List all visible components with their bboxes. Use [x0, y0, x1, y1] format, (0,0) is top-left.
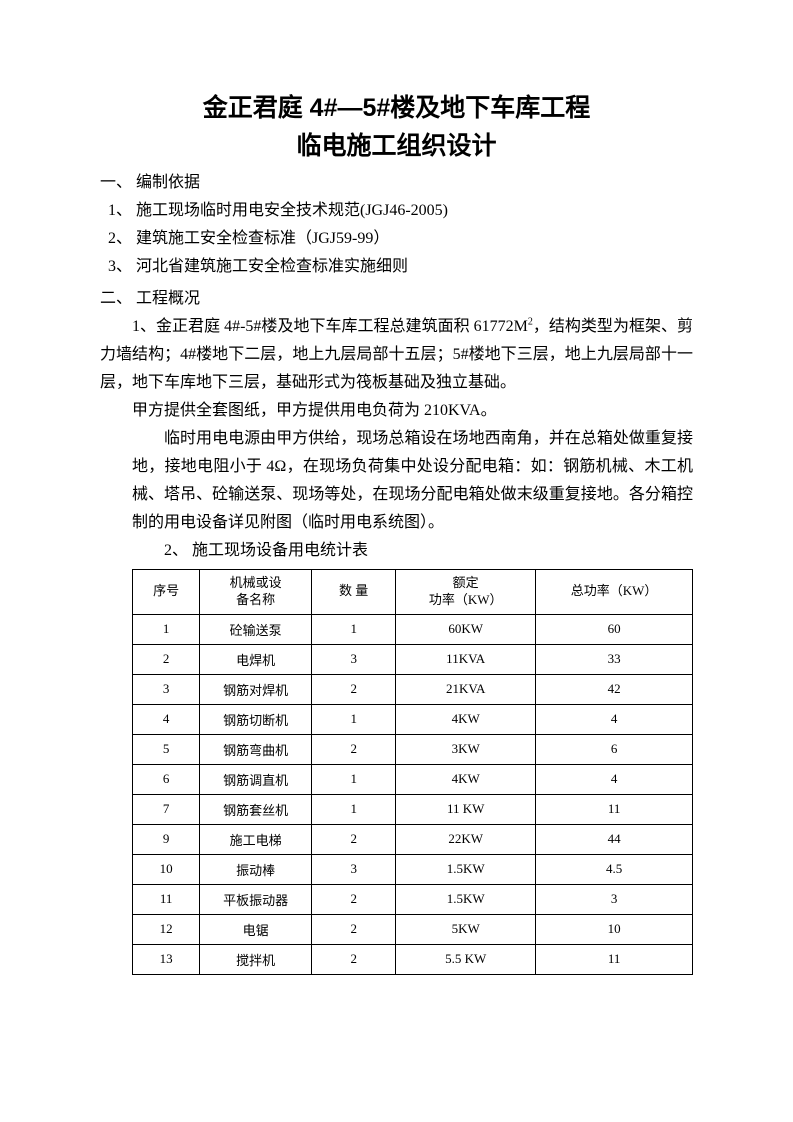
table-cell: 60 — [536, 614, 693, 644]
table-cell: 4KW — [396, 764, 536, 794]
table-cell: 平板振动器 — [200, 884, 312, 914]
th-5: 总功率（KW） — [536, 570, 693, 615]
table-cell: 1 — [312, 794, 396, 824]
section-1-header: 一、 编制依据 — [100, 169, 693, 197]
table-cell: 4KW — [396, 704, 536, 734]
table-row: 12电锯25KW10 — [133, 914, 693, 944]
table-row: 1砼输送泵160KW60 — [133, 614, 693, 644]
table-cell: 60KW — [396, 614, 536, 644]
table-cell: 钢筋切断机 — [200, 704, 312, 734]
section-1-item-2: 2、 建筑施工安全检查标准（JGJ59-99） — [100, 225, 693, 253]
section-1-item-1: 1、 施工现场临时用电安全技术规范(JGJ46-2005) — [100, 197, 693, 225]
table-cell: 1.5KW — [396, 884, 536, 914]
para-2: 甲方提供全套图纸，甲方提供用电负荷为 210KVA。 — [100, 397, 693, 425]
table-body: 1砼输送泵160KW602电焊机311KVA333钢筋对焊机221KVA424钢… — [133, 614, 693, 974]
table-cell: 2 — [312, 884, 396, 914]
table-cell: 10 — [536, 914, 693, 944]
table-cell: 1 — [312, 764, 396, 794]
table-heading: 2、 施工现场设备用电统计表 — [132, 537, 693, 565]
table-cell: 钢筋套丝机 — [200, 794, 312, 824]
table-cell: 5KW — [396, 914, 536, 944]
table-cell: 11 — [536, 794, 693, 824]
table-row: 13搅拌机25.5 KW11 — [133, 944, 693, 974]
table-row: 5钢筋弯曲机23KW6 — [133, 734, 693, 764]
table-cell: 6 — [133, 764, 200, 794]
table-cell: 1 — [312, 704, 396, 734]
th-1: 序号 — [133, 570, 200, 615]
table-cell: 电焊机 — [200, 644, 312, 674]
table-cell: 1 — [312, 614, 396, 644]
table-cell: 22KW — [396, 824, 536, 854]
table-cell: 钢筋调直机 — [200, 764, 312, 794]
table-cell: 4.5 — [536, 854, 693, 884]
table-cell: 33 — [536, 644, 693, 674]
table-cell: 3 — [312, 854, 396, 884]
table-cell: 2 — [312, 944, 396, 974]
table-cell: 12 — [133, 914, 200, 944]
table-cell: 42 — [536, 674, 693, 704]
table-cell: 10 — [133, 854, 200, 884]
table-cell: 振动棒 — [200, 854, 312, 884]
table-row: 6钢筋调直机14KW4 — [133, 764, 693, 794]
table-cell: 2 — [312, 734, 396, 764]
table-row: 11平板振动器21.5KW3 — [133, 884, 693, 914]
table-cell: 5 — [133, 734, 200, 764]
table-cell: 21KVA — [396, 674, 536, 704]
title-line-1: 金正君庭 4#—5#楼及地下车库工程 — [100, 90, 693, 128]
table-cell: 11 — [133, 884, 200, 914]
table-cell: 13 — [133, 944, 200, 974]
table-cell: 3 — [536, 884, 693, 914]
table-cell: 4 — [133, 704, 200, 734]
table-row: 4钢筋切断机14KW4 — [133, 704, 693, 734]
table-cell: 6 — [536, 734, 693, 764]
table-cell: 1 — [133, 614, 200, 644]
para-3: 临时用电电源由甲方供给，现场总箱设在场地西南角，并在总箱处做重复接地，接地电阻小… — [132, 425, 693, 537]
table-cell: 2 — [312, 674, 396, 704]
para-1: 1、金正君庭 4#-5#楼及地下车库工程总建筑面积 61772M2，结构类型为框… — [100, 313, 693, 397]
table-cell: 44 — [536, 824, 693, 854]
table-cell: 1.5KW — [396, 854, 536, 884]
th-4: 额定功率（KW） — [396, 570, 536, 615]
table-cell: 4 — [536, 704, 693, 734]
table-cell: 2 — [133, 644, 200, 674]
th-3: 数 量 — [312, 570, 396, 615]
table-cell: 2 — [312, 914, 396, 944]
table-cell: 3 — [133, 674, 200, 704]
section-2-header: 二、 工程概况 — [100, 285, 693, 313]
para-1-prefix: 1、金正君庭 4#-5#楼及地下车库工程总建筑面积 61772M — [132, 318, 528, 335]
table-row: 7钢筋套丝机111 KW11 — [133, 794, 693, 824]
table-cell: 11 KW — [396, 794, 536, 824]
table-cell: 2 — [312, 824, 396, 854]
table-cell: 11 — [536, 944, 693, 974]
table-cell: 搅拌机 — [200, 944, 312, 974]
table-cell: 砼输送泵 — [200, 614, 312, 644]
equipment-table: 序号 机械或设备名称 数 量 额定功率（KW） 总功率（KW） 1砼输送泵160… — [132, 569, 693, 975]
table-cell: 钢筋弯曲机 — [200, 734, 312, 764]
title-line-2: 临电施工组织设计 — [100, 128, 693, 166]
table-cell: 5.5 KW — [396, 944, 536, 974]
table-cell: 钢筋对焊机 — [200, 674, 312, 704]
table-row: 3钢筋对焊机221KVA42 — [133, 674, 693, 704]
table-cell: 3KW — [396, 734, 536, 764]
indent-block: 临时用电电源由甲方供给，现场总箱设在场地西南角，并在总箱处做重复接地，接地电阻小… — [100, 425, 693, 975]
table-row: 10振动棒31.5KW4.5 — [133, 854, 693, 884]
table-cell: 电锯 — [200, 914, 312, 944]
th-2: 机械或设备名称 — [200, 570, 312, 615]
table-cell: 9 — [133, 824, 200, 854]
table-header-row: 序号 机械或设备名称 数 量 额定功率（KW） 总功率（KW） — [133, 570, 693, 615]
table-row: 9施工电梯222KW44 — [133, 824, 693, 854]
table-cell: 4 — [536, 764, 693, 794]
table-row: 2电焊机311KVA33 — [133, 644, 693, 674]
table-cell: 施工电梯 — [200, 824, 312, 854]
section-1-item-3: 3、 河北省建筑施工安全检查标准实施细则 — [100, 253, 693, 281]
table-cell: 11KVA — [396, 644, 536, 674]
table-cell: 3 — [312, 644, 396, 674]
table-cell: 7 — [133, 794, 200, 824]
